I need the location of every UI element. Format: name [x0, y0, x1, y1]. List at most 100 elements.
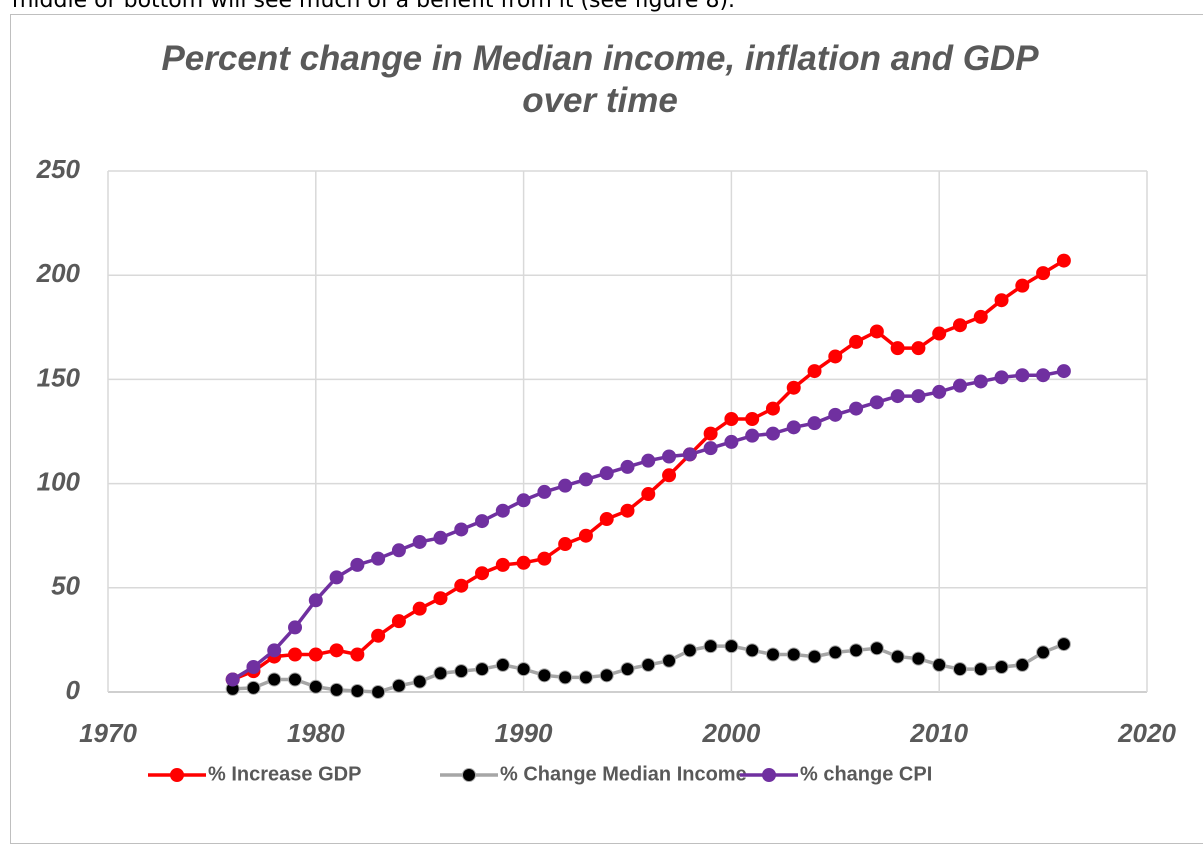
data-point — [537, 551, 552, 566]
data-point — [288, 620, 303, 635]
data-point — [1056, 637, 1071, 652]
x-tick-label: 2010 — [909, 718, 968, 748]
data-point — [641, 453, 656, 468]
data-point — [1036, 266, 1051, 281]
data-point — [662, 653, 677, 668]
data-point — [1036, 368, 1051, 383]
data-point — [371, 685, 386, 699]
data-point — [932, 326, 947, 341]
data-point — [620, 662, 635, 677]
data-point — [391, 543, 406, 558]
data-point — [828, 407, 843, 422]
data-point — [994, 293, 1009, 308]
data-point — [807, 649, 822, 664]
data-point — [475, 566, 490, 581]
data-point — [745, 428, 760, 443]
data-point — [994, 370, 1009, 385]
data-point — [1015, 657, 1030, 672]
data-point — [641, 487, 656, 502]
data-point — [973, 374, 988, 389]
data-point — [329, 570, 344, 585]
data-point — [765, 401, 780, 416]
data-point — [973, 309, 988, 324]
data-point — [308, 679, 323, 694]
data-point — [703, 639, 718, 654]
data-point — [869, 641, 884, 656]
data-point — [599, 466, 614, 481]
x-tick-label: 2020 — [1117, 718, 1176, 748]
data-point — [288, 647, 303, 662]
data-point — [537, 668, 552, 683]
data-point — [329, 682, 344, 697]
data-point — [433, 530, 448, 545]
data-point — [578, 670, 593, 685]
data-point — [994, 659, 1009, 674]
data-point — [973, 662, 988, 677]
data-point — [246, 680, 261, 695]
legend-label: % Increase GDP — [208, 763, 361, 785]
data-point — [952, 318, 967, 333]
x-tick-label: 1990 — [495, 718, 553, 748]
data-point — [454, 578, 469, 593]
data-point — [412, 674, 427, 689]
data-point — [807, 416, 822, 431]
data-point — [267, 672, 282, 687]
y-tick-label: 50 — [51, 571, 80, 601]
data-point — [558, 537, 573, 552]
data-point — [558, 478, 573, 493]
data-point — [724, 639, 739, 654]
data-point — [890, 341, 905, 356]
data-point — [350, 683, 365, 698]
data-point — [724, 434, 739, 449]
data-point — [828, 645, 843, 660]
data-point — [391, 614, 406, 629]
data-point — [433, 666, 448, 681]
data-point — [578, 472, 593, 487]
data-point — [516, 662, 531, 677]
data-point — [765, 647, 780, 662]
data-point — [932, 657, 947, 672]
data-point — [1015, 368, 1030, 383]
data-point — [641, 657, 656, 672]
data-point — [662, 449, 677, 464]
data-point — [765, 426, 780, 441]
y-tick-label: 100 — [37, 466, 81, 496]
data-point — [599, 668, 614, 683]
data-point — [495, 557, 510, 572]
data-point — [578, 528, 593, 543]
data-point — [911, 389, 926, 404]
data-point — [703, 441, 718, 456]
data-point — [745, 411, 760, 426]
x-tick-label: 1970 — [79, 718, 137, 748]
y-tick-label: 150 — [37, 362, 81, 392]
data-point — [371, 551, 386, 566]
data-point — [952, 378, 967, 393]
legend-marker — [462, 768, 476, 782]
header-text: middle or bottom will see much of a bene… — [12, 0, 736, 13]
data-point — [329, 643, 344, 658]
data-point — [391, 678, 406, 693]
data-point — [890, 649, 905, 664]
data-point — [682, 643, 697, 658]
data-point — [703, 426, 718, 441]
data-point — [786, 420, 801, 435]
data-point — [495, 503, 510, 518]
data-point — [558, 670, 573, 685]
y-tick-label: 200 — [36, 258, 81, 288]
data-point — [433, 591, 448, 606]
data-point — [1015, 278, 1030, 293]
legend-marker — [762, 768, 776, 782]
x-tick-label: 2000 — [701, 718, 760, 748]
data-point — [412, 534, 427, 549]
data-point — [932, 384, 947, 399]
data-point — [890, 389, 905, 404]
data-point — [828, 349, 843, 364]
data-point — [308, 593, 323, 608]
data-point — [475, 662, 490, 677]
data-point — [911, 651, 926, 666]
data-point — [911, 341, 926, 356]
data-point — [537, 484, 552, 499]
data-point — [662, 468, 677, 483]
data-point — [288, 672, 303, 687]
